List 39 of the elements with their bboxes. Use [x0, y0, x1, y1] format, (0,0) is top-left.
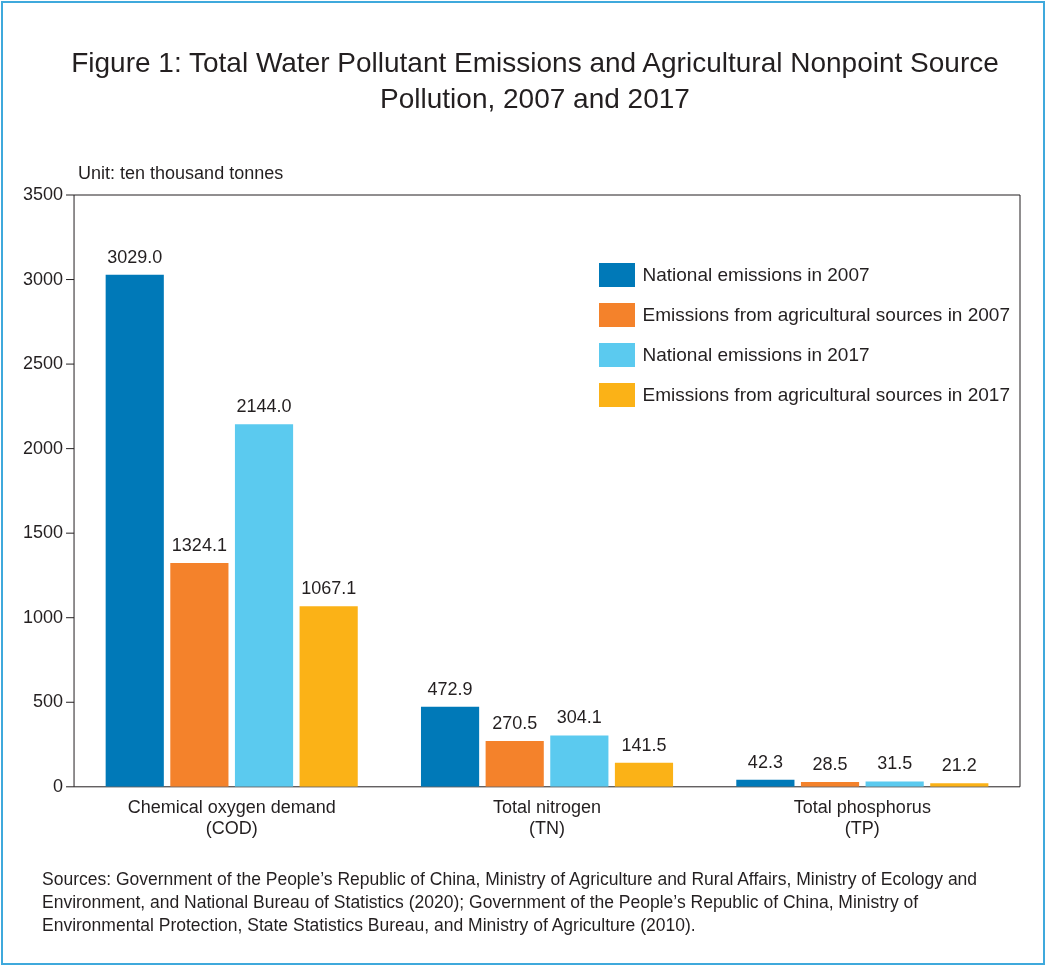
bar [234, 424, 294, 787]
chart-title: Figure 1: Total Water Pollutant Emissions and Agricultural Nonpoint Source Pollution, 2007 and 2017 [70, 46, 1000, 116]
y-tick-label: 2000 [23, 437, 64, 458]
data-label: 270.5 [492, 713, 538, 734]
data-label: 1067.1 [301, 578, 357, 599]
bar [550, 735, 609, 787]
legend-label: Emissions from agricultural sources in 2007 [642, 304, 1010, 326]
bar [105, 274, 164, 787]
y-tick-label: 500 [33, 691, 64, 712]
bar [299, 606, 358, 787]
source-note: Sources: Government of the People’s Republic of China, Ministry of Agriculture and Rural Affairs, Ministry of Ecology and Environment, and National Bureau of Statistics (2020); Government of the People’s Republic of China, Ministry of Environmental Protection, State Statistics Bureau, and Ministry of Agriculture (2010). [42, 868, 979, 937]
y-axis-title: Unit: ten thousand tonnes [78, 162, 284, 183]
bar [485, 741, 544, 787]
x-tick-label: Total phosphorus (TP) [793, 796, 931, 839]
x-tick-label: Chemical oxygen demand (COD) [127, 796, 336, 839]
data-label: 42.3 [747, 751, 783, 772]
legend-label: National emissions in 2007 [642, 264, 870, 286]
legend-label: National emissions in 2017 [642, 344, 870, 366]
x-tick-label: Total nitrogen (TN) [492, 796, 602, 839]
bar [420, 706, 480, 787]
data-label: 472.9 [427, 678, 473, 699]
bar [614, 762, 674, 787]
y-tick-label: 1000 [23, 606, 64, 627]
data-label: 21.2 [941, 755, 977, 776]
data-label: 2144.0 [236, 396, 292, 417]
y-tick-label: 2500 [23, 353, 64, 374]
data-label: 1324.1 [171, 534, 227, 555]
y-tick-label: 0 [53, 775, 64, 796]
data-label: 31.5 [877, 753, 913, 774]
data-label: 28.5 [812, 753, 848, 774]
data-label: 141.5 [621, 734, 667, 755]
bar [170, 562, 229, 787]
y-tick-label: 1500 [23, 522, 64, 543]
data-label: 3029.0 [107, 246, 163, 267]
bar [865, 781, 924, 787]
legend-label: Emissions from agricultural sources in 2017 [642, 384, 1010, 406]
y-tick-label: 3000 [23, 268, 64, 289]
y-tick-label: 3500 [23, 183, 64, 204]
data-label: 304.1 [556, 707, 602, 728]
